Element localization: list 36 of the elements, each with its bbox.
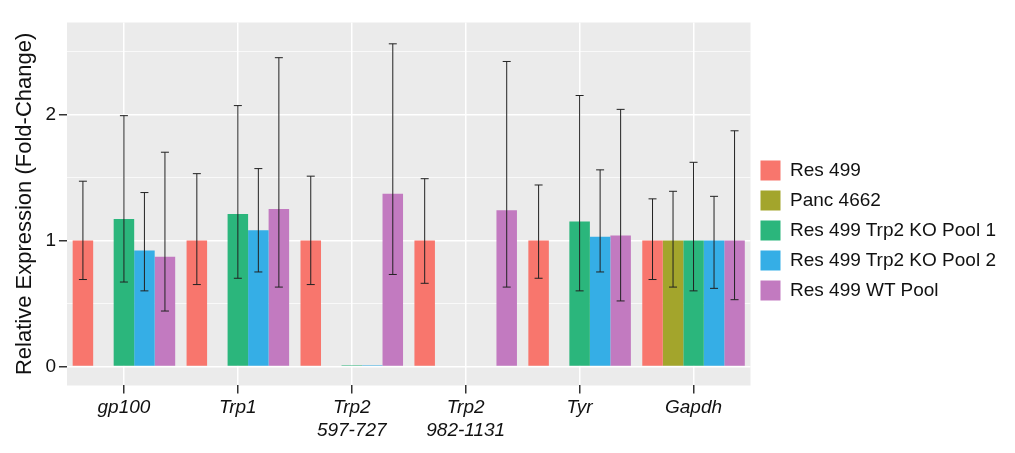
x-tick-label: Trp2 982-1131 (426, 396, 506, 440)
bar (72, 240, 94, 366)
y-axis-title: Relative Expression (Fold-Change) (11, 32, 37, 376)
bar (382, 193, 404, 366)
x-tick-label: Trp2 597-727 (316, 396, 389, 440)
bar (113, 219, 135, 366)
x-tick-label: Gapdh (665, 396, 723, 418)
x-tick-label: Tyr (566, 396, 594, 418)
y-tick-label: 2 (45, 102, 56, 124)
bar (642, 240, 663, 366)
bar (186, 240, 208, 366)
bar (154, 256, 176, 366)
bar (569, 221, 590, 366)
bar (300, 240, 322, 366)
bar (134, 250, 155, 366)
bar (528, 240, 549, 366)
bar (248, 230, 269, 366)
bar (589, 236, 611, 366)
bar (496, 210, 517, 366)
bar (703, 240, 725, 366)
legend-label: Res 499 (790, 158, 861, 180)
bar (268, 208, 290, 366)
bar (724, 240, 745, 366)
bar (662, 240, 684, 366)
y-tick-label: 1 (45, 228, 56, 250)
x-tick-label: Trp1 (219, 396, 257, 418)
legend-label: Res 499 Trp2 KO Pool 1 (790, 218, 996, 240)
legend-label: Panc 4662 (790, 188, 881, 210)
bar (683, 240, 704, 366)
y-tick-label: 0 (45, 354, 56, 376)
bar (610, 235, 631, 366)
bar (414, 240, 435, 366)
bar (227, 213, 249, 366)
legend-label: Res 499 Trp2 KO Pool 2 (790, 248, 996, 270)
x-tick-label: gp100 (97, 396, 151, 418)
legend-label: Res 499 WT Pool (790, 278, 939, 300)
